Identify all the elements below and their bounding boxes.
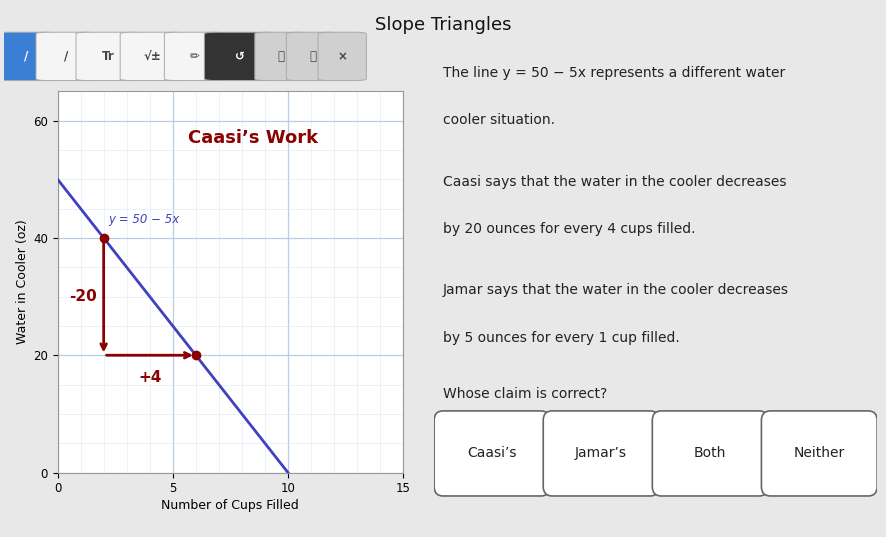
FancyBboxPatch shape <box>255 32 307 81</box>
Text: Caasi says that the water in the cooler decreases: Caasi says that the water in the cooler … <box>443 175 787 188</box>
Text: +4: +4 <box>138 370 161 385</box>
Text: Jamar says that the water in the cooler decreases: Jamar says that the water in the cooler … <box>443 284 789 297</box>
Y-axis label: Water in Cooler (oz): Water in Cooler (oz) <box>16 220 29 344</box>
Text: Neither: Neither <box>794 446 845 460</box>
FancyBboxPatch shape <box>543 411 659 496</box>
Text: Both: Both <box>694 446 727 460</box>
Text: Jamar’s: Jamar’s <box>575 446 627 460</box>
Text: by 5 ounces for every 1 cup filled.: by 5 ounces for every 1 cup filled. <box>443 331 680 345</box>
Text: √±: √± <box>144 50 161 63</box>
FancyBboxPatch shape <box>36 32 97 81</box>
Text: ⌢: ⌢ <box>277 50 284 63</box>
Text: /: / <box>65 50 68 63</box>
Text: -20: -20 <box>69 289 97 304</box>
FancyBboxPatch shape <box>286 32 339 81</box>
FancyBboxPatch shape <box>120 32 185 81</box>
Text: Slope Triangles: Slope Triangles <box>375 16 511 34</box>
FancyBboxPatch shape <box>652 411 768 496</box>
X-axis label: Number of Cups Filled: Number of Cups Filled <box>161 499 299 512</box>
Text: by 20 ounces for every 4 cups filled.: by 20 ounces for every 4 cups filled. <box>443 222 696 236</box>
FancyBboxPatch shape <box>165 32 225 81</box>
Text: Tr: Tr <box>102 50 115 63</box>
FancyBboxPatch shape <box>434 411 550 496</box>
Text: Caasi’s Work: Caasi’s Work <box>189 129 318 147</box>
Text: Whose claim is correct?: Whose claim is correct? <box>443 387 607 401</box>
FancyBboxPatch shape <box>761 411 877 496</box>
FancyBboxPatch shape <box>76 32 141 81</box>
Text: y = 50 − 5x: y = 50 − 5x <box>108 213 180 226</box>
Text: ⌢: ⌢ <box>309 50 316 63</box>
Text: ×: × <box>338 50 347 63</box>
FancyBboxPatch shape <box>0 32 57 81</box>
Text: ↺: ↺ <box>235 50 245 63</box>
Text: ✏: ✏ <box>190 50 200 63</box>
Text: cooler situation.: cooler situation. <box>443 113 555 127</box>
FancyBboxPatch shape <box>205 32 276 81</box>
Text: /: / <box>25 50 28 63</box>
Text: Caasi’s: Caasi’s <box>467 446 517 460</box>
FancyBboxPatch shape <box>318 32 367 81</box>
Text: The line y = 50 − 5x represents a different water: The line y = 50 − 5x represents a differ… <box>443 66 785 80</box>
